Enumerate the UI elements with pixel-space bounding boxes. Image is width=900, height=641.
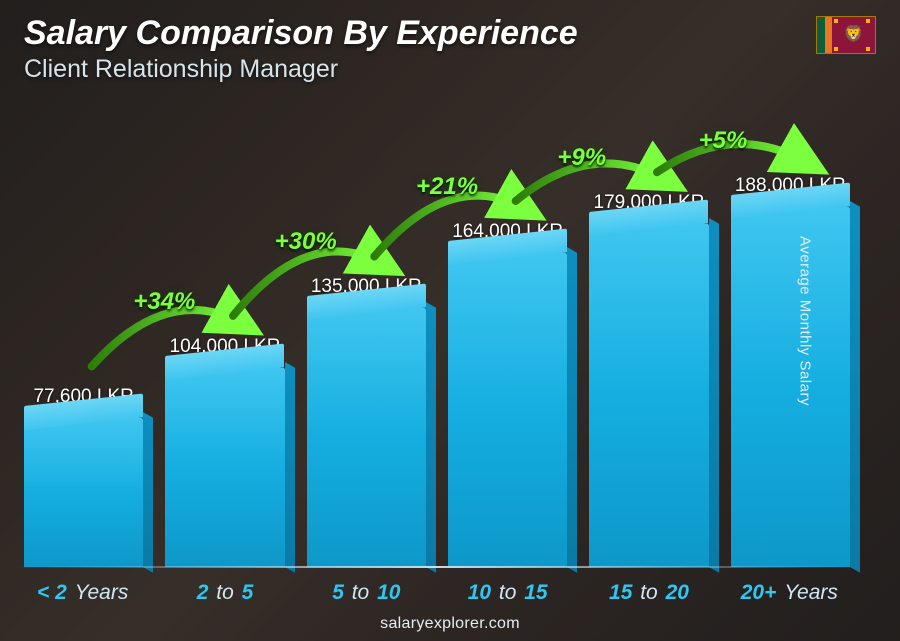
chart-title: Salary Comparison By Experience [24,14,876,53]
bar-side-face [285,362,295,573]
bar [165,368,284,567]
baseline [14,566,860,568]
lion-icon: 🦁 [844,27,864,43]
bar [589,224,708,567]
bar [307,308,426,567]
header: Salary Comparison By Experience Client R… [24,14,876,84]
x-axis-label: 15 to 20 [589,581,708,605]
footer-attribution: salaryexplorer.com [0,615,900,633]
bar [731,207,850,567]
x-axis-label: 20+ Years [731,581,850,605]
flag-lion-panel: 🦁 [832,17,875,53]
bar-side-face [850,201,860,573]
country-flag-icon: 🦁 [816,16,876,54]
x-axis-label: < 2 Years [24,581,143,605]
bar-side-face [143,412,153,573]
bar-slot: 179,000 LKR [589,192,708,567]
x-axis-label: 5 to 10 [307,581,426,605]
bar-side-face [426,302,436,573]
bars-container: 77,600 LKR 104,000 LKR 135,000 LKR 164,0… [24,120,850,567]
bar-slot: 135,000 LKR [307,276,426,567]
flag-stripes [817,17,832,53]
bar-slot: 104,000 LKR [165,336,284,567]
bar-side-face [709,218,719,573]
chart-area: 77,600 LKR 104,000 LKR 135,000 LKR 164,0… [24,120,850,567]
bar-slot: 188,000 LKR [731,175,850,567]
bar [448,253,567,567]
bar-slot: 164,000 LKR [448,221,567,567]
bar-slot: 77,600 LKR [24,386,143,567]
y-axis-label: Average Monthly Salary [797,236,814,406]
chart-subtitle: Client Relationship Manager [24,55,876,84]
bar-side-face [567,247,577,573]
x-axis-label: 2 to 5 [165,581,284,605]
x-axis-labels: < 2 Years 2 to 5 5 to 10 10 to 15 15 to 20 20… [24,581,850,605]
bar [24,418,143,567]
x-axis-label: 10 to 15 [448,581,567,605]
